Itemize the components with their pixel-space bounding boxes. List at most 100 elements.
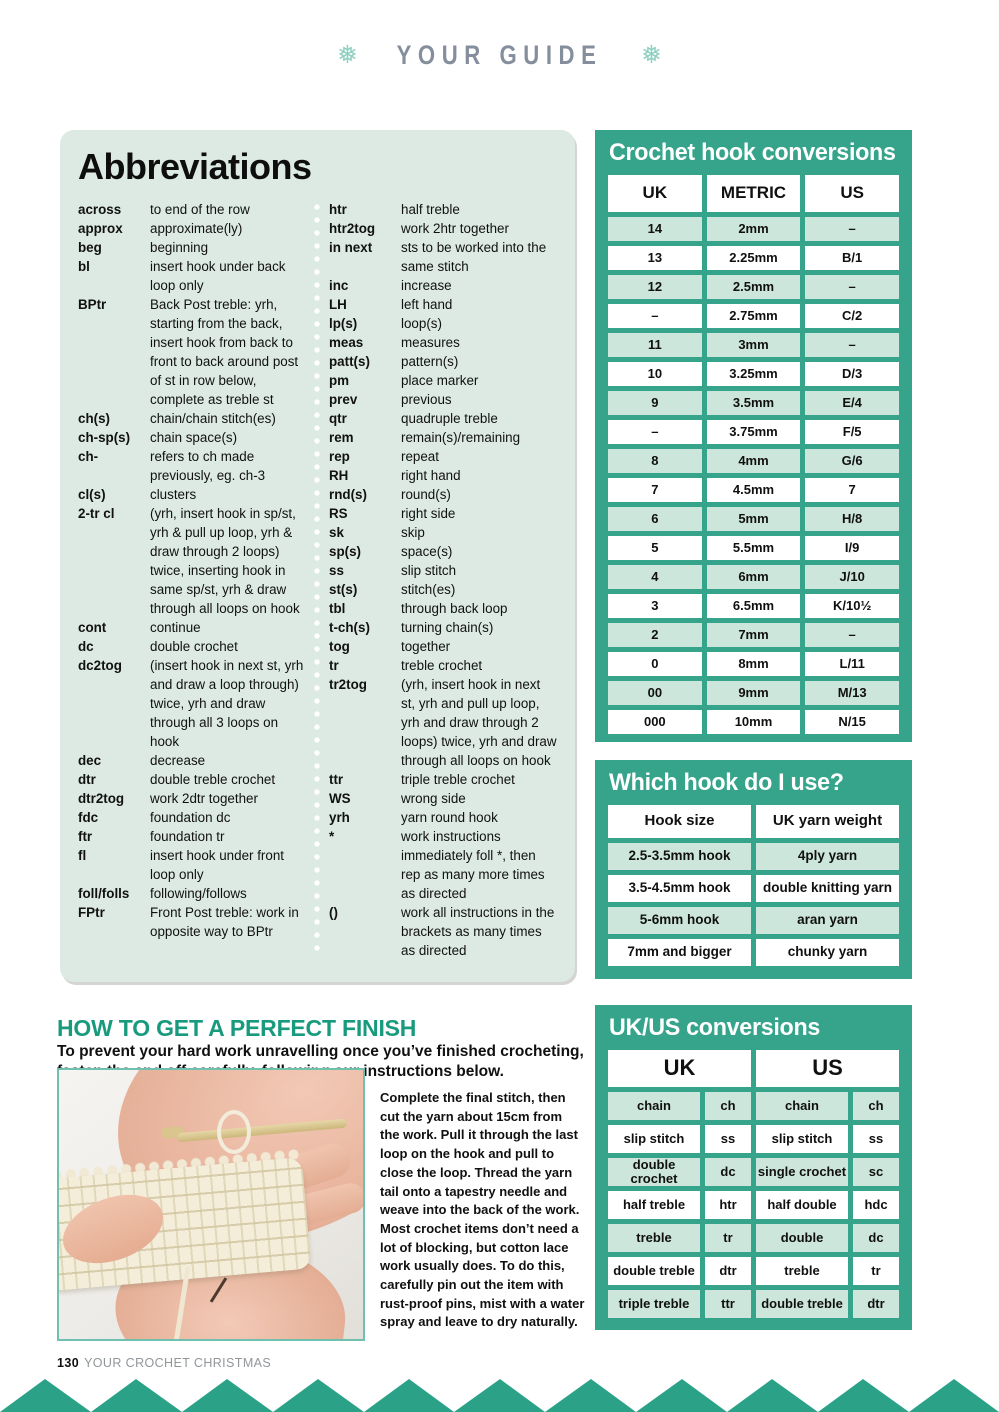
table-cell: 2.5-3.5mm hook	[608, 843, 751, 870]
abbreviation-entry: fl insert hook under front loop only	[78, 846, 306, 884]
abbreviation-entry: rnd(s) round(s)	[329, 485, 557, 504]
table-cell: slip stitch	[756, 1125, 848, 1153]
table-cell: ch	[705, 1092, 751, 1120]
ukus-conversions-title: UK/US conversions	[608, 1014, 821, 1041]
table-cell: chunky yarn	[756, 939, 899, 966]
abbrev-definition: following/follows	[150, 886, 247, 901]
table-cell: 5mm	[706, 507, 801, 531]
ukus-conversions-panel: UK/US conversions UK US chain ch chain ch sl…	[595, 1005, 912, 1330]
abbrev-definition: work 2dtr together	[150, 791, 258, 806]
abbreviations-box: Abbreviations across to end of the row app…	[60, 130, 575, 982]
abbrev-definition: slip stitch	[401, 563, 457, 578]
table-cell: 6mm	[706, 565, 801, 589]
table-cell: hdc	[853, 1191, 899, 1219]
abbrev-term: lp(s)	[329, 316, 358, 331]
ukus-conversions-table: UK US chain ch chain ch slip stitch ss slip st…	[608, 1050, 899, 1318]
masthead: ❅ YOUR GUIDE ❅	[0, 40, 999, 71]
table-cell: single crochet	[756, 1158, 848, 1186]
column-header-us: US	[756, 1050, 899, 1087]
abbrev-definition: pattern(s)	[401, 354, 459, 369]
abbrev-term: meas	[329, 335, 364, 350]
table-cell: 5	[608, 536, 702, 560]
abbreviation-entry: FPtr Front Post treble: work in opposite …	[78, 903, 306, 941]
abbreviation-entry: inc increase	[329, 276, 557, 295]
table-cell: half treble	[608, 1191, 700, 1219]
abbrev-definition: clusters	[150, 487, 197, 502]
abbrev-definition: work all instructions in the brackets as…	[401, 905, 555, 958]
abbrev-definition: together	[401, 639, 451, 654]
hook-conversions-title: Crochet hook conversions	[608, 139, 896, 166]
abbreviation-entry: * work instructions immediately foll *, t…	[329, 827, 557, 903]
table-cell: G/6	[805, 449, 899, 473]
table-cell: ttr	[705, 1290, 751, 1318]
table-cell: –	[805, 333, 899, 357]
abbreviation-entry: ch-refers to ch made previously, eg. ch-…	[78, 447, 306, 485]
column-header-us: US	[805, 175, 899, 212]
abbrev-definition: space(s)	[401, 544, 453, 559]
abbrev-term: cl(s)	[78, 487, 106, 502]
table-cell: ss	[705, 1125, 751, 1153]
abbrev-term: beg	[78, 240, 102, 255]
table-cell: –	[805, 275, 899, 299]
abbreviation-entry: htr2tog work 2htr together	[329, 219, 557, 238]
table-cell: 8	[608, 449, 702, 473]
abbreviation-entry: ch(s) chain/chain stitch(es)	[78, 409, 306, 428]
abbrev-term: rem	[329, 430, 354, 445]
abbrev-term: tbl	[329, 601, 346, 616]
abbreviation-entry: dtr2tog work 2dtr together	[78, 789, 306, 808]
table-cell: J/10	[805, 565, 899, 589]
abbreviation-entry: patt(s) pattern(s)	[329, 352, 557, 371]
abbreviation-entry: ch-sp(s) chain space(s)	[78, 428, 306, 447]
abbrev-definition: work 2htr together	[401, 221, 509, 236]
abbreviation-entry: tr2tog (yrh, insert hook in next st, yrh …	[329, 675, 557, 770]
abbrev-term: yrh	[329, 810, 350, 825]
table-cell: –	[805, 217, 899, 241]
abbrev-term: LH	[329, 297, 347, 312]
abbreviation-entry: BPtr Back Post treble: yrh, starting from…	[78, 295, 306, 409]
abbrev-definition: treble crochet	[401, 658, 483, 673]
abbrev-definition: work instructions immediately foll *, th…	[401, 829, 545, 901]
table-cell: 11	[608, 333, 702, 357]
table-cell: treble	[608, 1224, 700, 1252]
abbrev-definition: to end of the row	[150, 202, 250, 217]
table-cell: 2.75mm	[706, 304, 801, 328]
abbreviation-entry: rem remain(s)/remaining	[329, 428, 557, 447]
table-cell: 3mm	[706, 333, 801, 357]
abbreviations-columns: across to end of the row approx approximate…	[78, 200, 561, 960]
abbrev-term: 2-tr cl	[78, 506, 115, 521]
abbreviation-entry: dc double crochet	[78, 637, 306, 656]
page-footer: 130 YOUR CROCHET CHRISTMAS	[57, 1356, 271, 1370]
table-cell: double crochet	[608, 1157, 700, 1186]
table-cell: M/13	[805, 681, 899, 705]
abbreviation-entry: beg beginning	[78, 238, 306, 257]
abbrev-definition: Back Post treble: yrh, starting from the…	[150, 297, 299, 407]
table-cell: I/9	[805, 536, 899, 560]
abbrev-definition: right hand	[401, 468, 461, 483]
abbreviation-entry: RS right side	[329, 504, 557, 523]
table-cell: 6	[608, 507, 702, 531]
table-cell: 5-6mm hook	[608, 907, 751, 934]
table-cell: F/5	[805, 420, 899, 444]
table-cell: N/15	[805, 710, 899, 734]
abbrev-definition: double treble crochet	[150, 772, 276, 787]
abbrev-definition: triple treble crochet	[401, 772, 515, 787]
hook-conversions-table: UK METRIC US 14 2mm –13 2.25mm B/1 12 2.5mm – –2…	[608, 175, 899, 734]
table-cell: 8mm	[706, 652, 801, 676]
table-cell: 10mm	[706, 710, 801, 734]
abbreviation-entry: yrh yarn round hook	[329, 808, 557, 827]
abbrev-term: fdc	[78, 810, 99, 825]
abbrev-definition: wrong side	[401, 791, 466, 806]
abbrev-definition: round(s)	[401, 487, 451, 502]
abbrev-term: RS	[329, 506, 348, 521]
abbrev-definition: skip	[401, 525, 425, 540]
abbrev-term: rnd(s)	[329, 487, 367, 502]
abbreviation-entry: LH left hand	[329, 295, 557, 314]
page-title: YOUR GUIDE	[396, 40, 603, 70]
abbreviation-entry: foll/folls following/follows	[78, 884, 306, 903]
abbreviation-entry: approx approximate(ly)	[78, 219, 306, 238]
abbreviation-entry: in next sts to be worked into the same st…	[329, 238, 557, 276]
abbrev-definition: approximate(ly)	[150, 221, 243, 236]
abbrev-term: t-ch(s)	[329, 620, 370, 635]
abbreviation-entry: () work all instructions in the brackets …	[329, 903, 557, 960]
table-cell: 000	[608, 710, 702, 734]
